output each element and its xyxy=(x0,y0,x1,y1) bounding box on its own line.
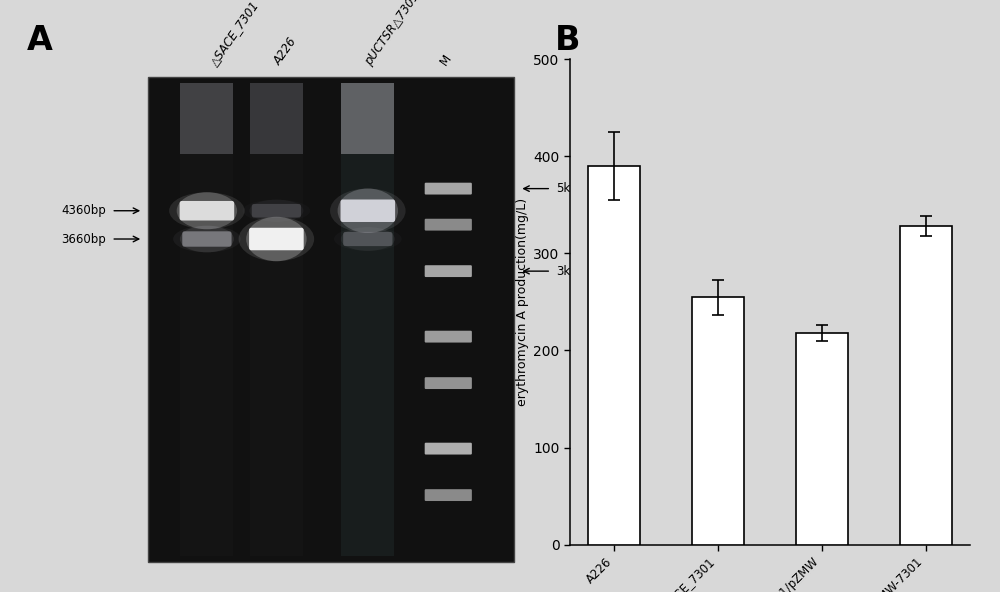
Text: A226: A226 xyxy=(271,36,299,68)
Ellipse shape xyxy=(330,188,406,233)
Bar xyxy=(180,83,233,154)
Bar xyxy=(250,83,303,556)
FancyBboxPatch shape xyxy=(425,489,472,501)
FancyBboxPatch shape xyxy=(425,265,472,277)
Y-axis label: erythromycin A production(mg/L): erythromycin A production(mg/L) xyxy=(516,198,529,406)
FancyBboxPatch shape xyxy=(425,218,472,230)
Bar xyxy=(180,83,233,556)
FancyBboxPatch shape xyxy=(425,183,472,195)
FancyBboxPatch shape xyxy=(343,232,392,246)
FancyBboxPatch shape xyxy=(249,228,304,250)
Text: B: B xyxy=(555,24,580,57)
Bar xyxy=(341,83,394,154)
Text: A: A xyxy=(26,24,52,57)
FancyBboxPatch shape xyxy=(425,377,472,389)
FancyBboxPatch shape xyxy=(180,201,234,220)
Text: △SACE_7301: △SACE_7301 xyxy=(207,0,261,68)
Ellipse shape xyxy=(338,188,398,233)
Ellipse shape xyxy=(177,192,237,229)
Bar xyxy=(250,83,303,154)
Bar xyxy=(148,77,514,562)
FancyBboxPatch shape xyxy=(182,231,232,247)
Ellipse shape xyxy=(249,200,303,222)
Bar xyxy=(796,333,848,545)
Text: M: M xyxy=(438,52,454,68)
Text: 3660bp: 3660bp xyxy=(61,233,106,246)
Ellipse shape xyxy=(239,217,314,261)
Ellipse shape xyxy=(246,217,307,261)
Bar xyxy=(341,83,394,556)
Text: 3kb: 3kb xyxy=(556,265,578,278)
FancyBboxPatch shape xyxy=(425,331,472,343)
Text: pUCTSR△7301: pUCTSR△7301 xyxy=(362,0,423,68)
Text: 5kb: 5kb xyxy=(556,182,578,195)
Ellipse shape xyxy=(169,192,245,229)
Ellipse shape xyxy=(180,226,234,252)
FancyBboxPatch shape xyxy=(425,443,472,455)
Bar xyxy=(588,166,640,545)
Text: 4360bp: 4360bp xyxy=(61,204,106,217)
FancyBboxPatch shape xyxy=(341,200,395,222)
FancyBboxPatch shape xyxy=(252,204,301,217)
Bar xyxy=(692,297,744,545)
Ellipse shape xyxy=(341,227,395,251)
Bar xyxy=(900,226,952,545)
Ellipse shape xyxy=(173,226,241,252)
